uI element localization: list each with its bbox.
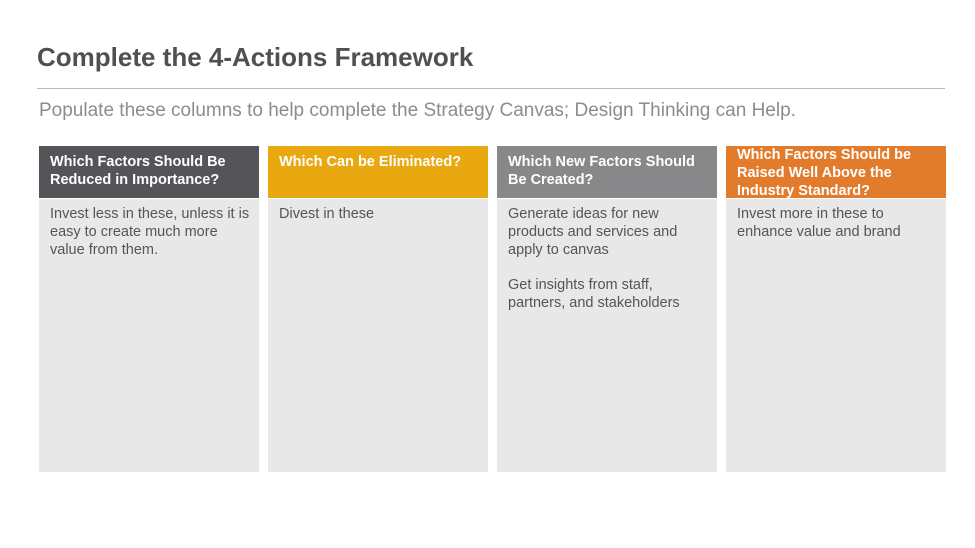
column-body-reduce: Invest less in these, unless it is easy … bbox=[39, 199, 259, 259]
column-body-text: Get insights from staff, partners, and s… bbox=[508, 277, 680, 311]
column-body-raise: Invest more in these to enhance value an… bbox=[726, 199, 946, 241]
column-eliminate: Which Can be Eliminated? Divest in these bbox=[268, 146, 488, 472]
four-actions-columns: Which Factors Should Be Reduced in Impor… bbox=[39, 146, 946, 472]
column-body-create: Generate ideas for new products and serv… bbox=[497, 199, 717, 312]
column-raise: Which Factors Should be Raised Well Abov… bbox=[726, 146, 946, 472]
column-body-text: Divest in these bbox=[279, 206, 375, 222]
column-create: Which New Factors Should Be Created? Gen… bbox=[497, 146, 717, 472]
column-header-create: Which New Factors Should Be Created? bbox=[497, 146, 717, 199]
column-body-text: Invest more in these to enhance value an… bbox=[737, 206, 901, 240]
column-reduce: Which Factors Should Be Reduced in Impor… bbox=[39, 146, 259, 472]
column-header-raise: Which Factors Should be Raised Well Abov… bbox=[726, 146, 946, 199]
title-divider bbox=[37, 88, 945, 89]
slide-title: Complete the 4-Actions Framework bbox=[37, 42, 474, 72]
column-body-text: Generate ideas for new products and serv… bbox=[508, 206, 678, 258]
column-header-eliminate: Which Can be Eliminated? bbox=[268, 146, 488, 199]
column-body-eliminate: Divest in these bbox=[268, 199, 488, 223]
column-header-reduce: Which Factors Should Be Reduced in Impor… bbox=[39, 146, 259, 199]
slide-subtitle: Populate these columns to help complete … bbox=[39, 100, 796, 121]
column-body-text: Invest less in these, unless it is easy … bbox=[50, 206, 250, 258]
